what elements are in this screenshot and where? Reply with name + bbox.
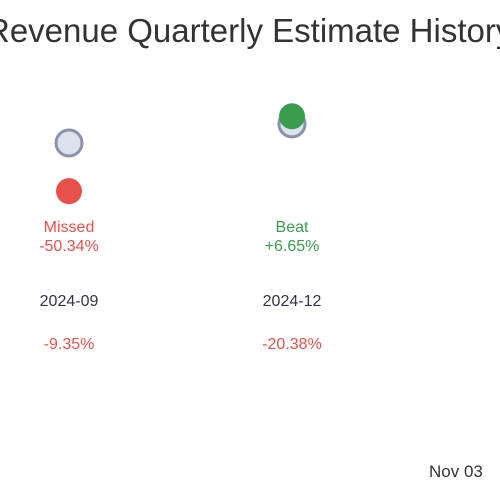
estimate-point: [54, 128, 84, 158]
period-label: 2024-09: [40, 293, 99, 310]
surprise-percent-label: +6.65%: [265, 238, 320, 255]
period-label: 2024-12: [263, 293, 322, 310]
estimate-change-label: -20.38%: [262, 336, 322, 353]
actual-point: [56, 178, 82, 205]
surprise-percent-label: -50.34%: [39, 238, 99, 255]
footer-date: Nov 03: [429, 462, 483, 481]
actual-point: [279, 103, 305, 130]
estimate-change-label: -9.35%: [44, 336, 95, 353]
chart-title: Revenue Quarterly Estimate History: [0, 12, 500, 49]
surprise-status-label: Missed: [44, 219, 95, 236]
surprise-status-label: Beat: [276, 219, 309, 236]
